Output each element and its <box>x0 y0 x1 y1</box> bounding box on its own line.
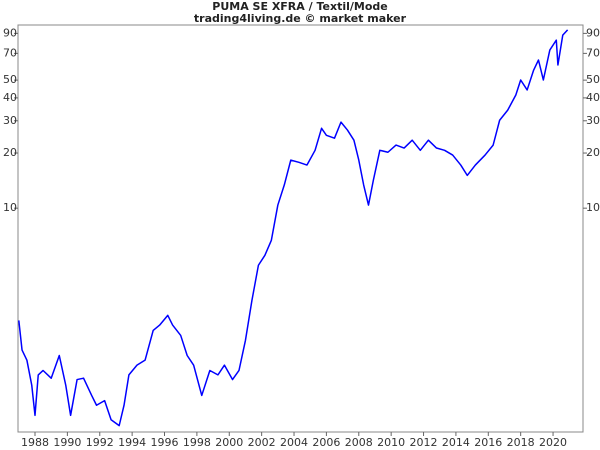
y-tick-label: 70 <box>3 46 17 59</box>
y-tick-label: 20 <box>3 146 17 159</box>
x-tick-label: 1990 <box>53 436 81 449</box>
plot-frame <box>17 24 584 433</box>
y2-tick-label: 90 <box>586 26 600 39</box>
x-tick-label: 2008 <box>345 436 373 449</box>
x-tick-label: 2004 <box>280 436 308 449</box>
y2-tick-label: 50 <box>586 73 600 86</box>
x-tick-label: 1994 <box>118 436 146 449</box>
y-tick-label: 10 <box>3 201 17 214</box>
chart-subtitle: trading4living.de © market maker <box>194 12 407 25</box>
y-tick-label: 90 <box>3 26 17 39</box>
y-tick-label: 40 <box>3 91 17 104</box>
x-tick-label: 2000 <box>215 436 243 449</box>
y2-tick-label: 20 <box>586 146 600 159</box>
x-tick-label: 2014 <box>442 436 470 449</box>
x-tick-label: 1996 <box>151 436 179 449</box>
y-tick-label: 30 <box>3 114 17 127</box>
x-tick-label: 1992 <box>86 436 114 449</box>
y2-tick-label: 10 <box>586 201 600 214</box>
x-tick-label: 1988 <box>21 436 49 449</box>
x-tick-label: 1998 <box>183 436 211 449</box>
y2-tick-label: 40 <box>586 91 600 104</box>
y2-tick-label: 70 <box>586 46 600 59</box>
x-tick-label: 2006 <box>312 436 340 449</box>
price-line <box>18 29 569 427</box>
x-tick-label: 2012 <box>410 436 438 449</box>
x-tick-label: 2016 <box>474 436 502 449</box>
x-tick-label: 2010 <box>377 436 405 449</box>
x-tick-label: 2002 <box>248 436 276 449</box>
chart-title: PUMA SE XFRA / Textil/Mode <box>212 0 387 13</box>
y-tick-label: 50 <box>3 73 17 86</box>
y2-tick-label: 30 <box>586 114 600 127</box>
x-tick-label: 2018 <box>507 436 535 449</box>
x-tick-label: 2020 <box>539 436 567 449</box>
